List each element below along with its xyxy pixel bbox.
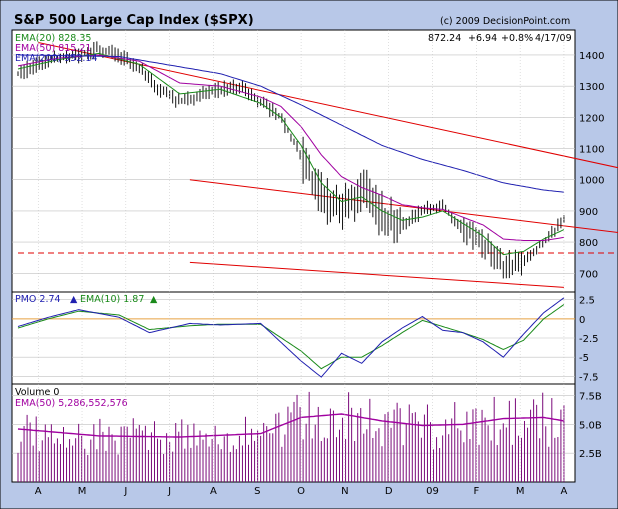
price-legend: EMA(20) 828.35 EMA(50) 815.21 EMA(200) 9… (15, 33, 98, 64)
x-tick-label: S (254, 486, 260, 497)
price-y-tick-label: 1000 (579, 176, 604, 187)
pmo-y-axis: 2.5 0 -2.5 -5 -7.5 (579, 296, 599, 384)
trendline (189, 179, 618, 234)
x-tick-label: J (123, 486, 127, 497)
ema-up-arrow-icon: ▲ (150, 294, 158, 305)
x-tick-label: N (341, 486, 348, 497)
legend-ema20: EMA(20) 828.35 (15, 33, 91, 44)
price-gridlines (12, 54, 575, 274)
price-y-tick-label: 800 (579, 238, 598, 249)
pmo-y-tick-label: 2.5 (579, 296, 595, 307)
quote-price: 872.24 (428, 33, 461, 44)
ema-line-EMA(200) (18, 54, 564, 193)
pmo-ema-line (17, 304, 565, 370)
x-tick-label: O (297, 486, 305, 497)
quote-date: 4/17/09 (535, 33, 572, 44)
price-quote: 872.24 +6.94 +0.8% 4/17/09 (428, 33, 572, 44)
volume-series (17, 391, 565, 482)
price-y-tick-label: 1400 (579, 51, 604, 62)
pmo-y-tick-label: -5 (579, 353, 589, 364)
x-tick-label: F (473, 486, 479, 497)
x-tick-label: A (35, 486, 42, 497)
trendline (189, 261, 564, 288)
volume-y-tick-label: 5.0B (579, 420, 602, 431)
pmo-y-tick-label: 0 (579, 315, 585, 326)
volume-y-tick-label: 2.5B (579, 449, 602, 460)
pmo-series (17, 297, 565, 378)
legend-ema50: EMA(50) 815.21 (15, 43, 91, 54)
price-y-tick-label: 900 (579, 207, 598, 218)
volume-legend: Volume 0 EMA(50) 5,286,552,576 (15, 387, 128, 409)
x-axis: A M J J A S O N D 09 F M A (35, 30, 568, 497)
legend-volume: Volume 0 (15, 387, 59, 398)
price-y-tick-label: 1300 (579, 82, 604, 93)
pmo-line (17, 297, 565, 378)
copyright-text: (c) 2009 DecisionPoint.com (440, 16, 570, 27)
chart-title: S&P 500 Large Cap Index ($SPX) (14, 13, 254, 28)
pmo-up-arrow-icon: ▲ (70, 294, 78, 305)
legend-volume-ema: EMA(50) 5,286,552,576 (15, 398, 128, 409)
price-y-tick-label: 1100 (579, 145, 604, 156)
price-y-axis: 1400 1300 1200 1100 1000 900 800 700 (579, 51, 604, 280)
pmo-gridlines (12, 299, 575, 377)
pmo-y-tick-label: -7.5 (579, 372, 599, 383)
x-tick-label: M (516, 486, 525, 497)
quote-change: +6.94 (468, 33, 497, 44)
legend-pmo: PMO 2.74 (15, 294, 61, 305)
price-y-tick-label: 700 (579, 269, 598, 280)
price-panel (11, 29, 576, 293)
legend-ema200: EMA(200) 952.14 (15, 53, 98, 64)
volume-y-tick-label: 7.5B (579, 392, 602, 403)
price-series (17, 41, 618, 288)
x-tick-label: D (385, 486, 393, 497)
quote-percent: +0.8% (501, 33, 533, 44)
x-tick-label: J (167, 486, 171, 497)
x-tick-label: 09 (426, 486, 439, 497)
x-tick-label: M (78, 486, 87, 497)
volume-ema-line (17, 413, 565, 438)
x-tick-label: A (210, 486, 217, 497)
volume-y-axis: 7.5B 5.0B 2.5B (579, 392, 602, 461)
price-y-tick-label: 1200 (579, 113, 604, 124)
legend-pmo-ema: EMA(10) 1.87 (80, 294, 144, 305)
pmo-legend: PMO 2.74 ▲ EMA(10) 1.87 ▲ (15, 294, 158, 305)
pmo-y-tick-label: -2.5 (579, 334, 599, 345)
x-tick-label: A (561, 486, 568, 497)
